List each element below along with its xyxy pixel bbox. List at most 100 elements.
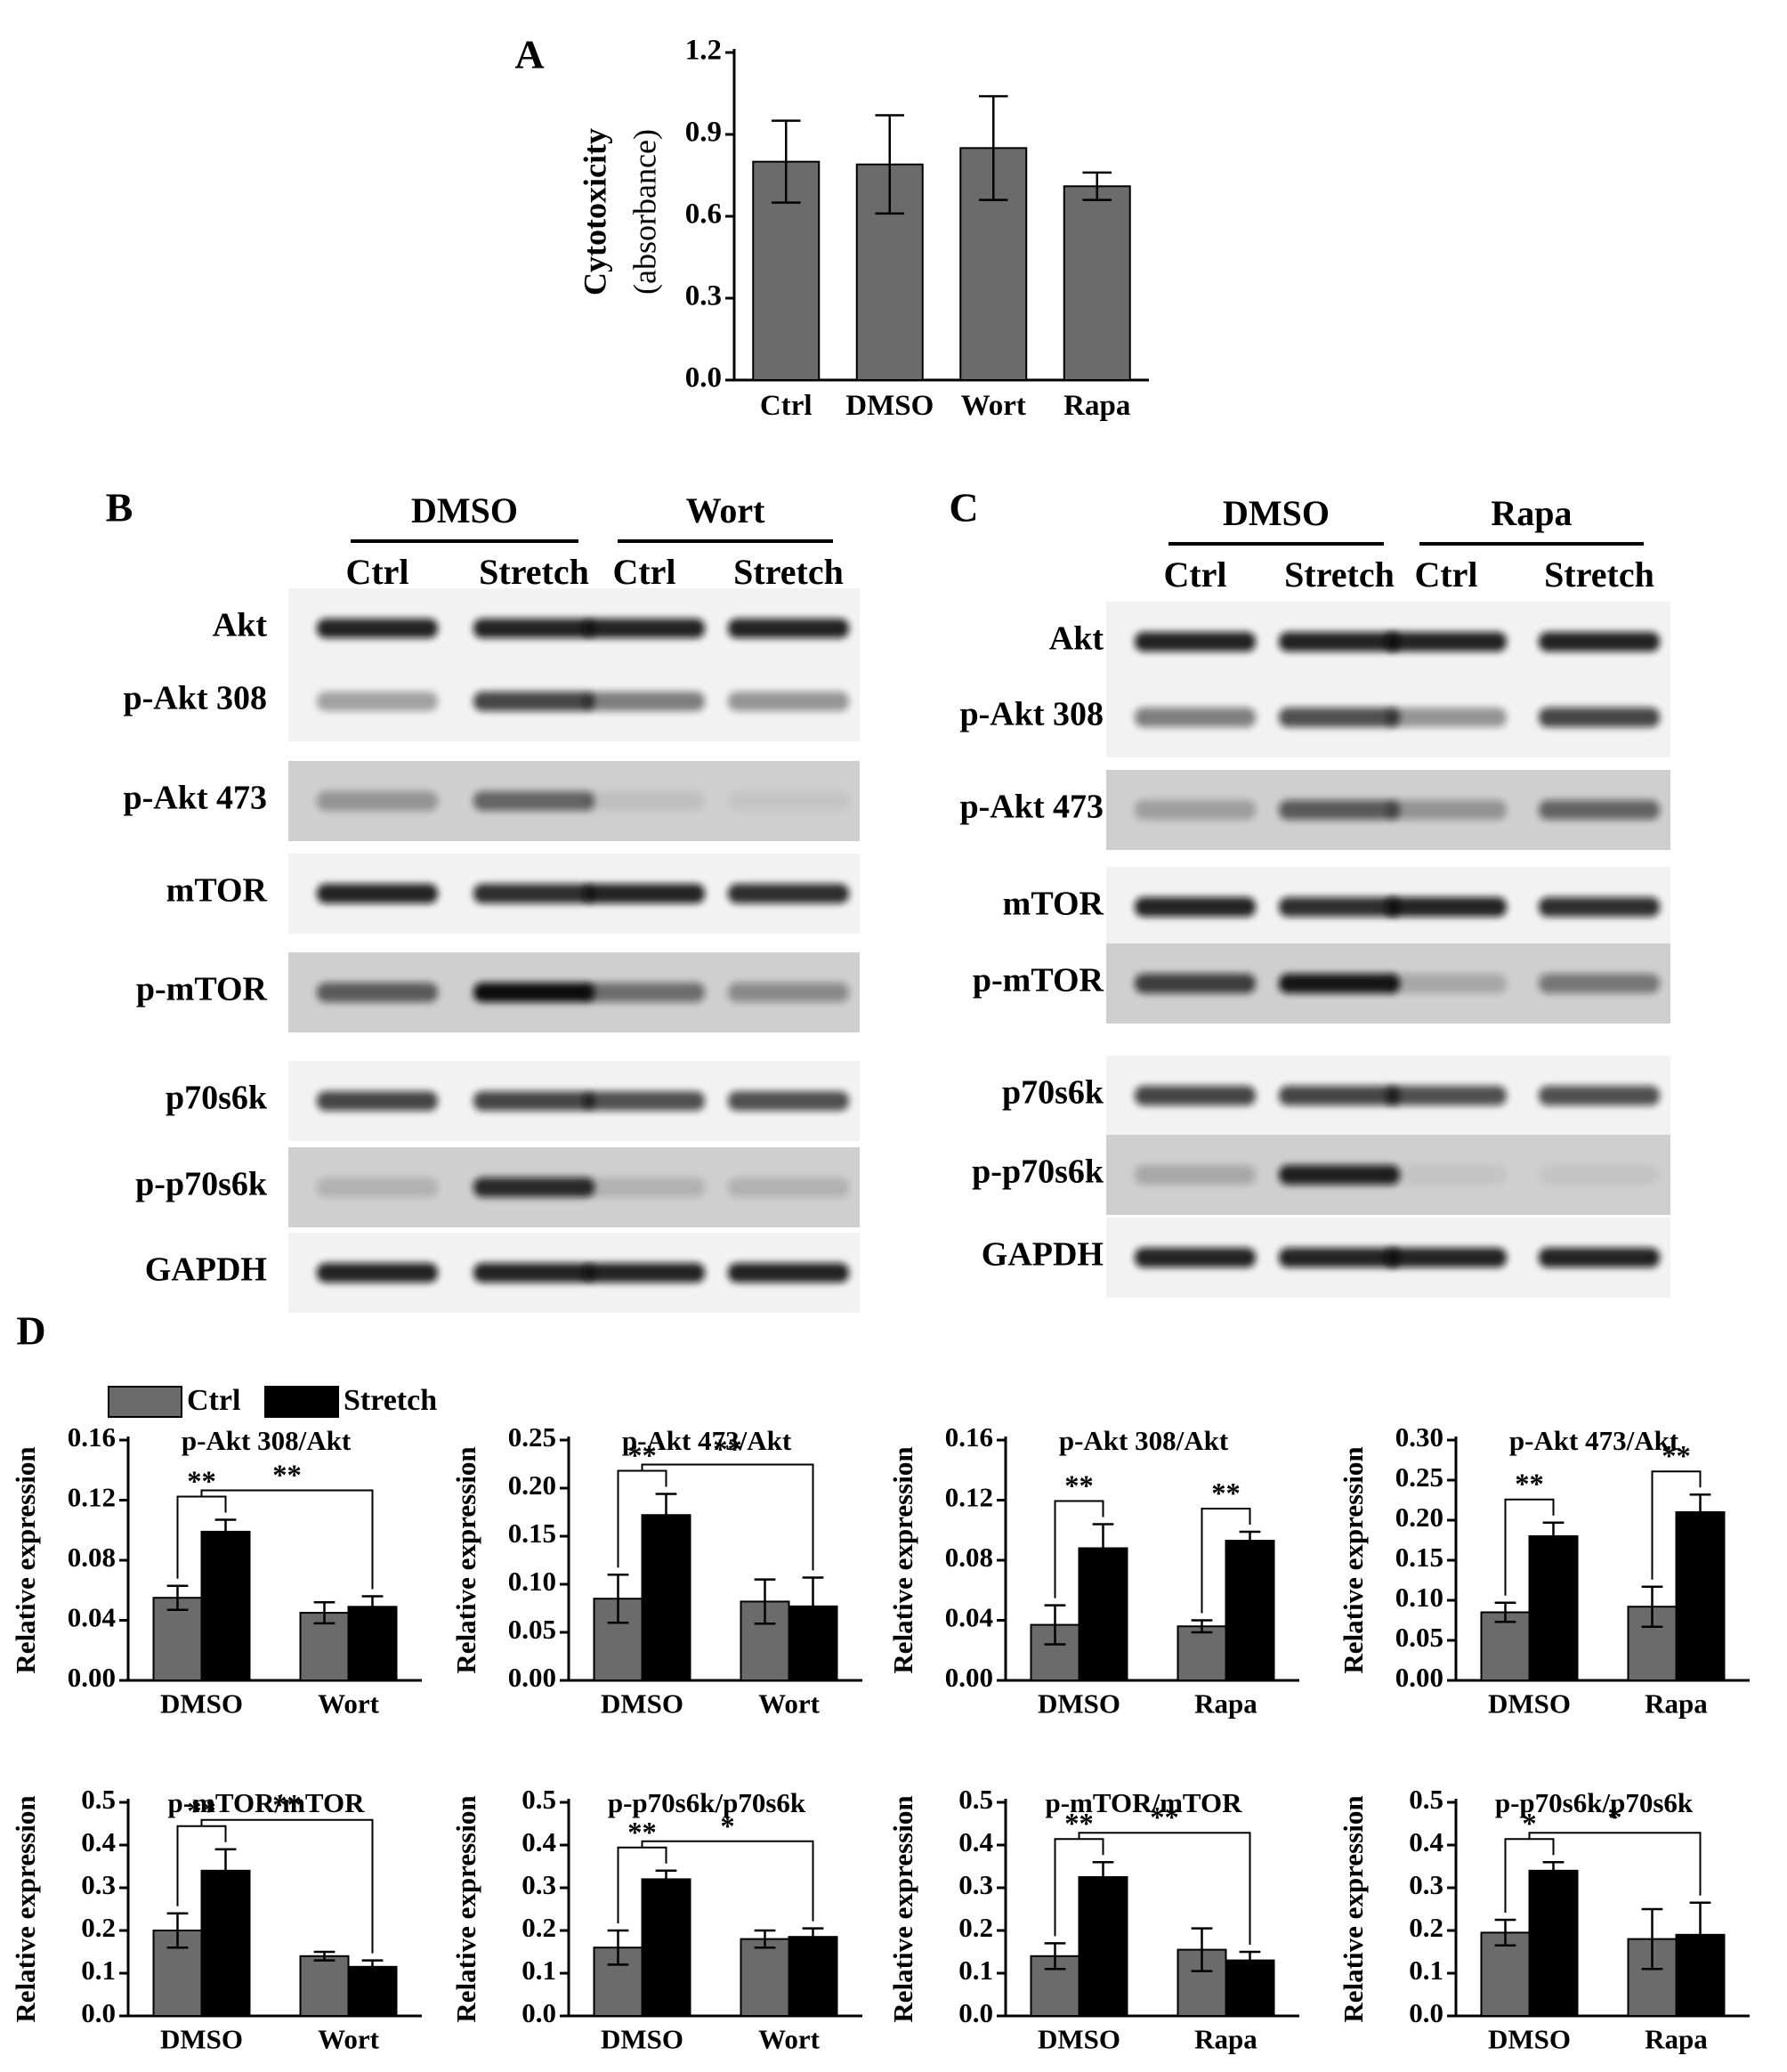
significance-bracket — [1201, 1507, 1251, 1614]
error-bar-line — [607, 1573, 629, 1624]
blot-band — [584, 983, 705, 1002]
error-bar-line — [1641, 1585, 1663, 1628]
y-tick-label: 0.0 — [685, 362, 722, 394]
lane-label: Stretch — [1284, 554, 1395, 595]
blot-band — [1135, 1165, 1256, 1185]
chart-title: p-Akt 308/Akt — [1059, 1425, 1229, 1456]
bar — [788, 1936, 838, 2017]
y-tick-label: 0.12 — [945, 1482, 993, 1513]
y-tick-label: 0.00 — [945, 1662, 993, 1693]
y-tick-label: 0.3 — [81, 1869, 116, 1900]
error-bar-line — [655, 1869, 677, 1890]
bar — [1675, 1933, 1726, 2018]
row-label: p-p70s6k — [135, 1166, 268, 1203]
error-bar — [978, 94, 1008, 201]
x-tick-label: DMSO — [1038, 2024, 1120, 2055]
y-tick-label: 0.15 — [508, 1518, 556, 1549]
x-tick-label: DMSO — [845, 390, 934, 422]
blot-band — [1279, 708, 1400, 727]
y-tick-label: 0.4 — [81, 1826, 116, 1858]
bar — [1177, 1625, 1227, 1681]
chart-title: p-Akt 308/Akt — [182, 1425, 352, 1456]
blot-band — [1386, 1086, 1507, 1105]
blot-band — [317, 1178, 438, 1197]
error-bar-line — [771, 119, 801, 204]
blot-band — [1539, 897, 1660, 917]
error-bar — [1641, 1585, 1663, 1628]
x-tick-label: Wort — [961, 390, 1026, 422]
blot-band — [1135, 974, 1256, 993]
error-bar-line — [978, 94, 1008, 201]
row-label: Akt — [1049, 620, 1104, 658]
lane-label: Ctrl — [345, 552, 408, 592]
blot-band — [728, 1263, 849, 1283]
y-tick-label: 0.4 — [522, 1826, 556, 1858]
blot-band — [317, 983, 438, 1002]
bar — [1063, 185, 1131, 381]
error-bar-line — [1494, 1918, 1516, 1947]
significance-label: ** — [1150, 1802, 1179, 1834]
row-label: Akt — [213, 607, 268, 644]
row-label: p-mTOR — [136, 971, 268, 1008]
y-axis-label: Relative expression — [887, 1795, 918, 2022]
error-bar-line — [1191, 1619, 1213, 1634]
y-tick-label: 0.0 — [522, 1997, 556, 2028]
significance-label: * — [720, 1810, 734, 1842]
error-bar — [313, 1601, 336, 1625]
y-tick-label: 0.4 — [958, 1826, 993, 1858]
error-bar — [754, 1578, 776, 1625]
error-bar-line — [802, 1576, 824, 1637]
blot-band — [1386, 974, 1507, 993]
y-axis-label: Relative expression — [1338, 1446, 1369, 1673]
y-tick-label: 0.16 — [945, 1421, 993, 1453]
error-bar-line — [1494, 1601, 1516, 1623]
y-tick-label: 0.4 — [1409, 1826, 1443, 1858]
bar — [200, 1530, 251, 1681]
error-bar — [607, 1573, 629, 1624]
blot-band — [1539, 1248, 1660, 1267]
error-bar-line — [1239, 1950, 1261, 1971]
blot-band — [473, 983, 594, 1002]
blot-band — [1386, 708, 1507, 727]
error-bar-line — [1191, 1927, 1213, 1972]
error-bar-line — [1542, 1521, 1565, 1551]
error-bar — [214, 1848, 237, 1894]
error-bar — [1191, 1927, 1213, 1972]
y-axis-label: Relative expression — [10, 1795, 41, 2022]
error-bar-line — [313, 1950, 336, 1962]
error-bar-line — [1044, 1604, 1066, 1646]
y-tick-label: 1.2 — [685, 35, 722, 67]
y-axis-label: Relative expression — [887, 1446, 918, 1673]
x-tick-label: Rapa — [1645, 2024, 1708, 2055]
blot-band — [728, 791, 849, 811]
y-tick-label: 0.3 — [522, 1869, 556, 1900]
error-bar-line — [875, 114, 905, 215]
error-bar-line — [1239, 1530, 1261, 1551]
blot-band — [728, 983, 849, 1002]
error-bar — [607, 1929, 629, 1966]
lane-label: Ctrl — [1163, 554, 1226, 595]
group-label: DMSO — [411, 490, 518, 530]
error-bar — [1239, 1950, 1261, 1971]
blot-band — [584, 1091, 705, 1111]
blot-band — [728, 884, 849, 903]
blot-band — [1135, 708, 1256, 727]
error-bar-line — [1689, 1901, 1711, 1969]
error-bar — [1092, 1523, 1114, 1574]
blot-band — [317, 692, 438, 711]
error-bar — [1239, 1530, 1261, 1551]
panel-label: D — [16, 1308, 45, 1354]
y-tick-label: 0.2 — [81, 1912, 116, 1943]
y-tick-label: 0.16 — [68, 1421, 116, 1453]
blot-band — [1539, 974, 1660, 993]
y-axis-label: Cytotoxicity — [577, 128, 612, 295]
bar — [641, 1878, 691, 2017]
x-tick-label: DMSO — [1038, 1688, 1120, 1720]
significance-bracket — [176, 1495, 227, 1579]
error-bar-line — [214, 1518, 237, 1545]
row-label: p-Akt 473 — [959, 789, 1104, 826]
blot-band — [1279, 800, 1400, 820]
blot-band — [1135, 800, 1256, 820]
error-bar-line — [655, 1493, 677, 1538]
x-tick-label: DMSO — [601, 2024, 683, 2055]
